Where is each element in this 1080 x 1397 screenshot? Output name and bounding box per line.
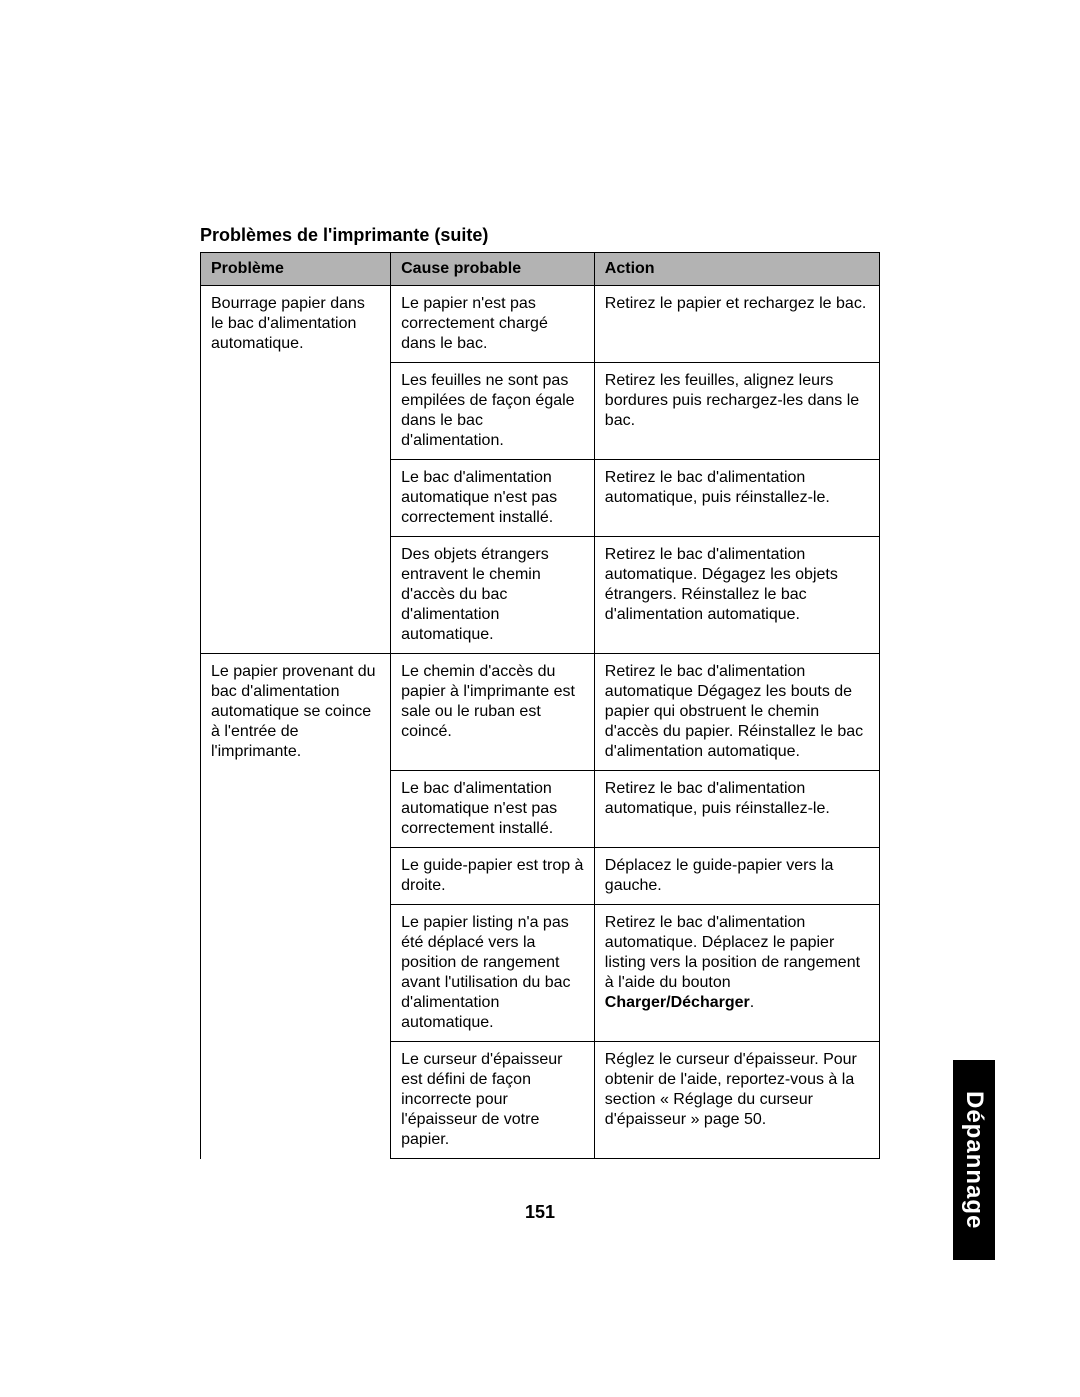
cause-cell: Le bac d'alimentation automatique n'est … — [391, 460, 595, 537]
action-cell: Retirez le bac d'alimentation automatiqu… — [594, 771, 879, 848]
col-header-problem: Problème — [201, 253, 391, 286]
section-title: Problèmes de l'imprimante (suite) — [200, 225, 880, 246]
cause-cell: Le guide-papier est trop à droite. — [391, 848, 595, 905]
troubleshooting-table: Problème Cause probable Action Bourrage … — [200, 252, 880, 1159]
cause-cell: Le bac d'alimentation automatique n'est … — [391, 771, 595, 848]
col-header-action: Action — [594, 253, 879, 286]
table-header-row: Problème Cause probable Action — [201, 253, 880, 286]
action-cell: Réglez le curseur d'épaisseur. Pour obte… — [594, 1042, 879, 1159]
cause-cell: Le chemin d'accès du papier à l'impriman… — [391, 654, 595, 771]
action-cell: Retirez le papier et rechargez le bac. — [594, 286, 879, 363]
action-cell: Retirez le bac d'alimentation automatiqu… — [594, 654, 879, 771]
section-tab: Dépannage — [953, 1060, 995, 1260]
action-cell: Retirez les feuilles, alignez leurs bord… — [594, 363, 879, 460]
action-cell: Retirez le bac d'alimentation automatiqu… — [594, 460, 879, 537]
cause-cell: Le curseur d'épaisseur est défini de faç… — [391, 1042, 595, 1159]
cause-cell: Le papier n'est pas correctement chargé … — [391, 286, 595, 363]
action-cell: Retirez le bac d'alimentation automatiqu… — [594, 905, 879, 1042]
table-row: Le papier provenant du bac d'alimentatio… — [201, 654, 880, 771]
col-header-cause: Cause probable — [391, 253, 595, 286]
cause-cell: Des objets étrangers entravent le chemin… — [391, 537, 595, 654]
action-cell: Retirez le bac d'alimentation automatiqu… — [594, 537, 879, 654]
problem-cell: Bourrage papier dans le bac d'alimentati… — [201, 286, 391, 654]
problem-cell: Le papier provenant du bac d'alimentatio… — [201, 654, 391, 1159]
action-cell: Déplacez le guide-papier vers la gauche. — [594, 848, 879, 905]
page-number: 151 — [200, 1202, 880, 1223]
cause-cell: Le papier listing n'a pas été déplacé ve… — [391, 905, 595, 1042]
cause-cell: Les feuilles ne sont pas empilées de faç… — [391, 363, 595, 460]
table-row: Bourrage papier dans le bac d'alimentati… — [201, 286, 880, 363]
